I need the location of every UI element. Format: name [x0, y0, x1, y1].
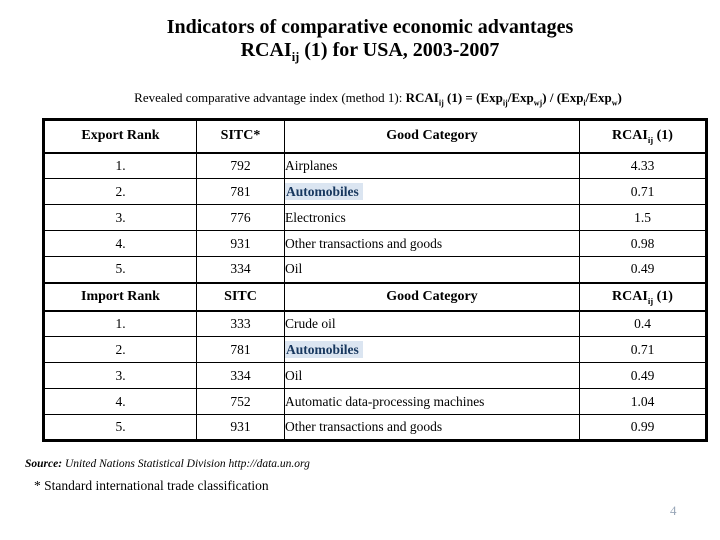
rcai-cell: 1.04 [579, 388, 707, 415]
import-row-5: 5. 931 Other transactions and goods 0.99 [43, 414, 707, 441]
source-label: Source: [25, 458, 63, 470]
rcai-cell: 0.4 [579, 310, 707, 337]
sitc-footnote: * Standard international trade classific… [34, 478, 269, 493]
export-rcai-header: RCAIij (1) [579, 119, 707, 154]
category-cell-highlighted: Automobiles [284, 178, 580, 205]
sitc-cell: 752 [196, 388, 285, 415]
source-note: Source: United Nations Statistical Divis… [25, 458, 310, 470]
rank-cell: 1. [43, 310, 197, 337]
rank-cell: 5. [43, 414, 197, 441]
export-category-header: Good Category [284, 119, 580, 154]
sitc-cell: 333 [196, 310, 285, 337]
rcai-cell: 1.5 [579, 204, 707, 231]
import-row-2: 2. 781 Automobiles 0.71 [43, 336, 707, 363]
rcai-table: Export Rank SITC* Good Category RCAIij (… [42, 118, 708, 442]
import-rank-header: Import Rank [43, 281, 197, 312]
export-row-4: 4. 931 Other transactions and goods 0.98 [43, 230, 707, 257]
category-cell: Electronics [284, 204, 580, 231]
sitc-cell: 931 [196, 230, 285, 257]
rcai-cell: 0.99 [579, 414, 707, 441]
rcai-formula: RCAIij (1) = (Expij/Expwj) / (Expi/Expw) [405, 90, 622, 108]
export-row-2: 2. 781 Automobiles 0.71 [43, 178, 707, 205]
category-cell-highlighted: Automobiles [284, 336, 580, 363]
title-line-1: Indicators of comparative economic advan… [166, 16, 574, 38]
import-row-4: 4. 752 Automatic data-processing machine… [43, 388, 707, 415]
category-cell: Oil [284, 362, 580, 389]
sitc-cell: 776 [196, 204, 285, 231]
export-row-1: 1. 792 Airplanes 4.33 [43, 152, 707, 179]
rcai-cell: 0.98 [579, 230, 707, 257]
export-rank-header: Export Rank [43, 119, 197, 154]
sitc-cell: 792 [196, 152, 285, 179]
source-text: United Nations Statistical Division http… [62, 458, 310, 470]
category-cell: Airplanes [284, 152, 580, 179]
category-cell: Oil [284, 256, 580, 283]
sitc-cell: 781 [196, 336, 285, 363]
import-row-1: 1. 333 Crude oil 0.4 [43, 310, 707, 337]
import-sitc-header: SITC [196, 281, 285, 312]
export-row-5: 5. 334 Oil 0.49 [43, 256, 707, 283]
rank-cell: 4. [43, 388, 197, 415]
import-category-header: Good Category [284, 281, 580, 312]
rcai-cell: 0.71 [579, 336, 707, 363]
import-rcai-header: RCAIij (1) [579, 281, 707, 312]
import-row-3: 3. 334 Oil 0.49 [43, 362, 707, 389]
rcai-cell: 0.49 [579, 362, 707, 389]
export-sitc-header: SITC* [196, 119, 285, 154]
sitc-cell: 931 [196, 414, 285, 441]
category-cell: Automatic data-processing machines [284, 388, 580, 415]
slide-title: Indicators of comparative economic advan… [0, 16, 720, 64]
export-header-row: Export Rank SITC* Good Category RCAIij (… [43, 119, 707, 154]
sitc-cell: 781 [196, 178, 285, 205]
rank-cell: 1. [43, 152, 197, 179]
sitc-cell: 334 [196, 256, 285, 283]
rank-cell: 5. [43, 256, 197, 283]
rcai-cell: 4.33 [579, 152, 707, 179]
sitc-cell: 334 [196, 362, 285, 389]
title-line-2: RCAIij (1) for USA, 2003-2007 [240, 39, 500, 64]
import-header-row: Import Rank SITC Good Category RCAIij (1… [43, 281, 707, 312]
rank-cell: 4. [43, 230, 197, 257]
rank-cell: 3. [43, 204, 197, 231]
category-cell: Other transactions and goods [284, 414, 580, 441]
category-cell: Other transactions and goods [284, 230, 580, 257]
rank-cell: 2. [43, 178, 197, 205]
rcai-cell: 0.71 [579, 178, 707, 205]
rcai-cell: 0.49 [579, 256, 707, 283]
category-cell: Crude oil [284, 310, 580, 337]
rank-cell: 3. [43, 362, 197, 389]
subtitle-formula: Revealed comparative advantage index (me… [134, 90, 622, 108]
page-number: 4 [670, 503, 677, 518]
export-row-3: 3. 776 Electronics 1.5 [43, 204, 707, 231]
rank-cell: 2. [43, 336, 197, 363]
